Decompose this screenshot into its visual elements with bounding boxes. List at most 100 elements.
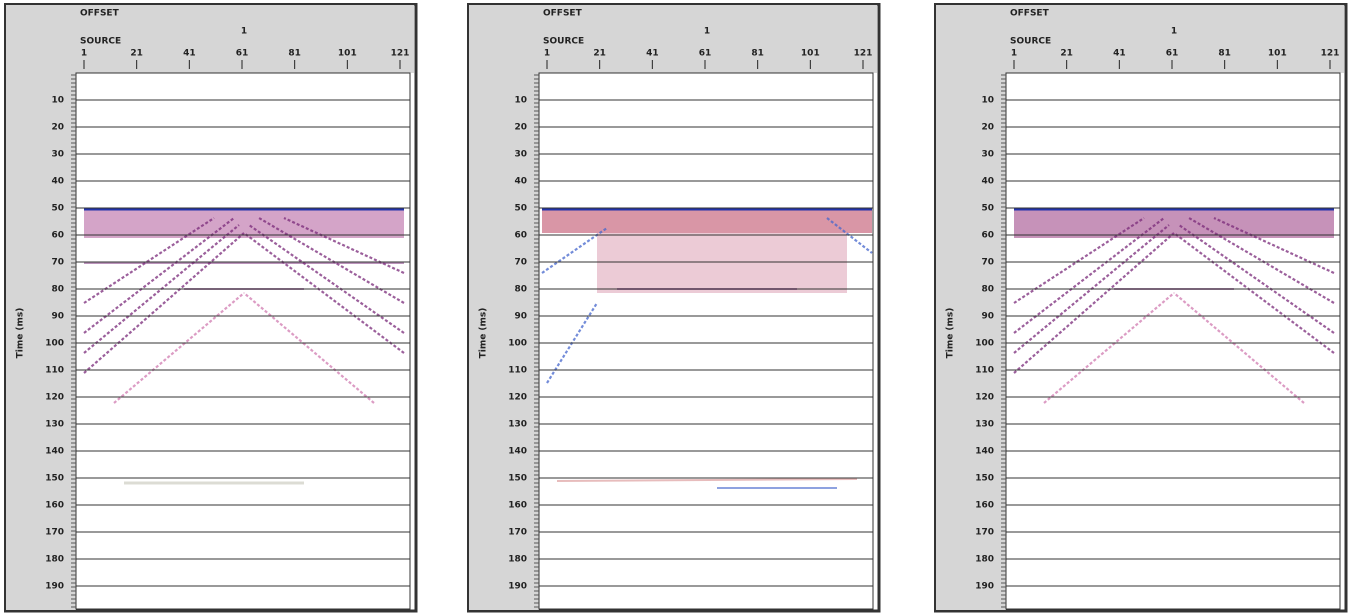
x-tick-label: 101 (338, 49, 357, 59)
y-tick-label: 100 (45, 339, 64, 349)
offset-value: 1 (704, 27, 710, 37)
y-tick-label: 30 (514, 150, 527, 160)
x-tick-label: 101 (1268, 49, 1287, 59)
y-tick-label: 50 (981, 204, 994, 214)
y-tick-label: 180 (508, 555, 527, 565)
x-tick-label: 41 (183, 49, 196, 59)
y-tick-label: 70 (514, 258, 527, 268)
y-tick-label: 150 (45, 474, 64, 484)
y-tick-label: 140 (508, 447, 527, 457)
y-tick-label: 50 (51, 204, 64, 214)
x-tick-label: 41 (646, 49, 659, 59)
offset-value: 1 (1171, 27, 1177, 37)
x-tick-label: 61 (236, 49, 249, 59)
plot-area (75, 72, 411, 610)
y-tick-label: 160 (45, 501, 64, 511)
x-tick-label: 21 (1060, 49, 1073, 59)
offset-label: OFFSET (543, 9, 583, 19)
x-tick-label: 21 (130, 49, 143, 59)
x-tick-label: 81 (751, 49, 764, 59)
y-tick-label: 20 (51, 123, 64, 133)
y-tick-label: 40 (51, 177, 64, 187)
x-tick-label: 1 (1011, 49, 1017, 59)
y-tick-label: 150 (975, 474, 994, 484)
x-tick-label: 1 (81, 49, 87, 59)
y-tick-label: 120 (45, 393, 64, 403)
y-tick-label: 170 (975, 528, 994, 538)
header-band (6, 5, 414, 73)
y-tick-label: 90 (51, 312, 64, 322)
y-tick-label: 160 (975, 501, 994, 511)
y-tick-label: 160 (508, 501, 527, 511)
y-tick-label: 20 (981, 123, 994, 133)
y-axis-label: Time (ms) (16, 308, 26, 359)
x-tick-label: 61 (699, 49, 712, 59)
x-tick-label: 61 (1166, 49, 1179, 59)
y-axis-label: Time (ms) (479, 308, 489, 359)
y-tick-label: 170 (508, 528, 527, 538)
offset-value: 1 (241, 27, 247, 37)
x-tick-label: 1 (544, 49, 550, 59)
y-tick-label: 130 (975, 420, 994, 430)
x-tick-label: 101 (801, 49, 820, 59)
y-tick-label: 110 (975, 366, 994, 376)
plot-area (538, 72, 874, 610)
y-tick-label: 80 (514, 285, 527, 295)
y-tick-label: 60 (51, 231, 64, 241)
source-label: SOURCE (80, 37, 121, 47)
axis-column (936, 5, 1006, 610)
y-tick-label: 30 (981, 150, 994, 160)
y-tick-label: 70 (981, 258, 994, 268)
plot-area (1005, 72, 1341, 610)
y-tick-label: 180 (975, 555, 994, 565)
y-tick-label: 40 (981, 177, 994, 187)
offset-label: OFFSET (1010, 9, 1050, 19)
y-tick-label: 110 (508, 366, 527, 376)
header-band (936, 5, 1344, 73)
y-tick-label: 10 (51, 96, 64, 106)
y-tick-label: 70 (51, 258, 64, 268)
y-tick-label: 90 (981, 312, 994, 322)
axis-column (469, 5, 539, 610)
y-tick-label: 50 (514, 204, 527, 214)
y-tick-label: 30 (51, 150, 64, 160)
y-tick-label: 100 (975, 339, 994, 349)
x-tick-label: 41 (1113, 49, 1126, 59)
x-tick-label: 121 (854, 49, 873, 59)
y-axis-label: Time (ms) (946, 308, 956, 359)
y-tick-label: 20 (514, 123, 527, 133)
offset-label: OFFSET (80, 9, 120, 19)
seismic-events (1013, 207, 1335, 404)
y-tick-label: 170 (45, 528, 64, 538)
axis-column (6, 5, 76, 610)
y-tick-label: 60 (514, 231, 527, 241)
y-tick-label: 80 (981, 285, 994, 295)
y-tick-label: 80 (51, 285, 64, 295)
header-band (469, 5, 877, 73)
source-label: SOURCE (1010, 37, 1051, 47)
y-tick-label: 190 (508, 582, 527, 592)
y-tick-label: 120 (975, 393, 994, 403)
x-tick-label: 81 (1218, 49, 1231, 59)
y-tick-label: 100 (508, 339, 527, 349)
y-tick-label: 130 (508, 420, 527, 430)
y-tick-label: 130 (45, 420, 64, 430)
x-tick-label: 121 (1321, 49, 1340, 59)
source-label: SOURCE (543, 37, 584, 47)
y-tick-label: 60 (981, 231, 994, 241)
y-tick-label: 190 (975, 582, 994, 592)
y-tick-label: 180 (45, 555, 64, 565)
y-tick-label: 10 (981, 96, 994, 106)
x-tick-label: 21 (593, 49, 606, 59)
y-tick-label: 150 (508, 474, 527, 484)
y-tick-label: 140 (975, 447, 994, 457)
x-tick-label: 81 (288, 49, 301, 59)
y-tick-label: 110 (45, 366, 64, 376)
y-tick-label: 120 (508, 393, 527, 403)
x-tick-label: 121 (391, 49, 410, 59)
y-tick-label: 40 (514, 177, 527, 187)
